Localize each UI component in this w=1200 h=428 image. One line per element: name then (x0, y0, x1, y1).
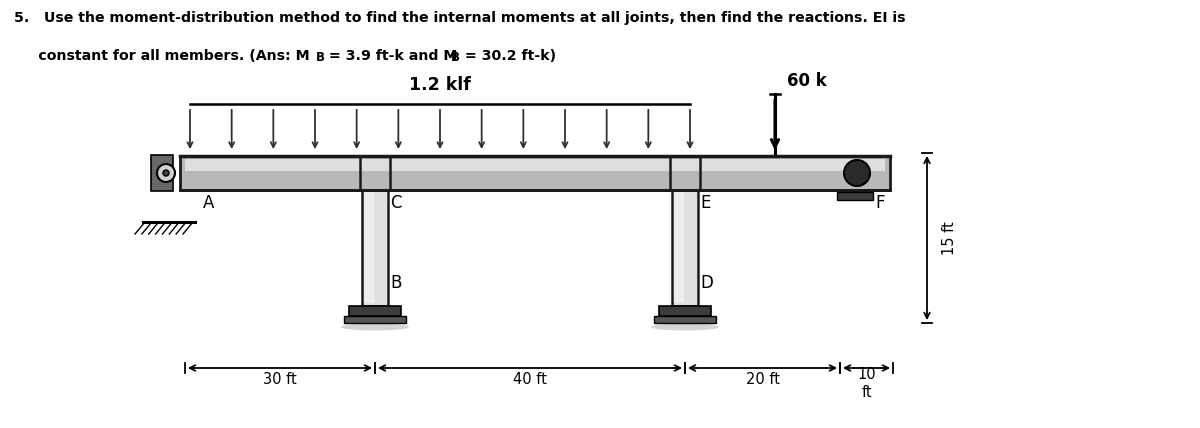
Bar (180, 156, 890, 190)
Text: D: D (700, 274, 713, 292)
Text: 5.   Use the moment-distribution method to find the internal moments at all join: 5. Use the moment-distribution method to… (14, 11, 906, 25)
Text: B: B (390, 274, 401, 292)
Bar (151, 155, 173, 191)
Bar (674, 192, 684, 303)
Text: B: B (451, 51, 461, 63)
Bar (344, 316, 406, 323)
Ellipse shape (650, 324, 719, 330)
Text: ft: ft (862, 385, 872, 400)
Text: 1.2 klf: 1.2 klf (409, 76, 470, 94)
Text: 40 ft: 40 ft (514, 372, 547, 387)
Text: A: A (203, 194, 215, 212)
Ellipse shape (341, 324, 409, 330)
Text: constant for all members. (Ans: M: constant for all members. (Ans: M (14, 49, 310, 63)
Text: F: F (875, 194, 884, 212)
Circle shape (844, 160, 870, 186)
Text: B: B (316, 51, 324, 63)
Bar (185, 159, 886, 171)
Text: 20 ft: 20 ft (745, 372, 780, 387)
Circle shape (157, 164, 175, 182)
Bar (838, 192, 874, 200)
Text: 15 ft: 15 ft (942, 221, 958, 255)
Text: = 30.2 ft-k): = 30.2 ft-k) (460, 49, 556, 63)
Bar (672, 190, 698, 306)
Bar (654, 316, 716, 323)
Bar (362, 190, 388, 306)
Text: 60 k: 60 k (787, 72, 827, 90)
Bar (349, 306, 401, 316)
Text: = 3.9 ft-k and M: = 3.9 ft-k and M (324, 49, 457, 63)
Text: 10: 10 (857, 367, 876, 382)
Bar (364, 192, 374, 303)
Bar (659, 306, 710, 316)
Circle shape (163, 170, 169, 176)
Text: E: E (700, 194, 710, 212)
Text: C: C (390, 194, 402, 212)
Text: 30 ft: 30 ft (263, 372, 296, 387)
